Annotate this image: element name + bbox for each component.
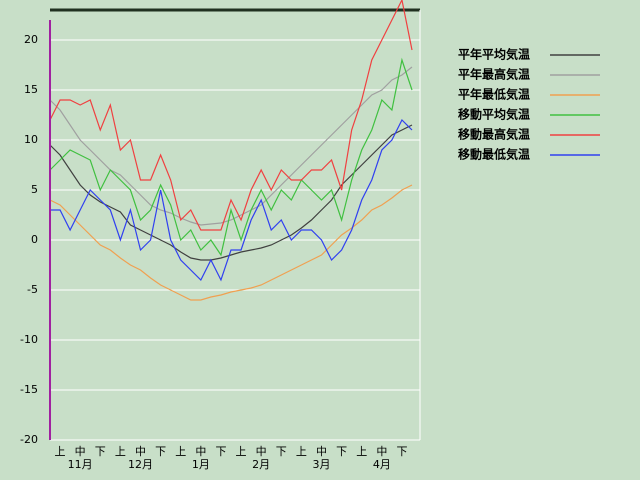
x-tick-label: 下 — [155, 445, 166, 458]
x-tick-label: 下 — [336, 445, 347, 458]
legend-label: 移動最低気温 — [458, 147, 530, 162]
y-tick-label: -10 — [20, 333, 38, 346]
series-line — [49, 57, 413, 257]
x-tick-label: 上 — [175, 445, 186, 458]
month-label: 3月 — [313, 458, 331, 471]
legend-label: 平年最高気温 — [458, 67, 530, 82]
series-line — [49, 0, 413, 231]
x-tick-label: 中 — [195, 445, 206, 458]
x-tick-label: 中 — [376, 445, 387, 458]
x-tick-label: 上 — [356, 445, 367, 458]
month-label: 12月 — [128, 458, 153, 471]
x-tick-label: 下 — [276, 445, 287, 458]
y-tick-label: 15 — [24, 83, 38, 96]
legend-label: 移動平均気温 — [458, 107, 530, 122]
series-line — [49, 184, 413, 301]
x-tick-label: 下 — [215, 445, 226, 458]
legend-label: 平年最低気温 — [458, 87, 530, 102]
y-tick-label: -20 — [20, 433, 38, 446]
x-tick-label: 上 — [55, 445, 66, 458]
x-tick-label: 上 — [236, 445, 247, 458]
x-tick-label: 上 — [115, 445, 126, 458]
legend-label: 平年平均気温 — [458, 47, 530, 62]
y-tick-label: 5 — [31, 183, 38, 196]
y-tick-label: -15 — [20, 383, 38, 396]
x-tick-label: 上 — [296, 445, 307, 458]
y-tick-label: -5 — [27, 283, 38, 296]
month-label: 2月 — [252, 458, 270, 471]
series-line — [50, 118, 413, 282]
x-tick-label: 中 — [316, 445, 327, 458]
y-tick-label: 10 — [24, 133, 38, 146]
y-tick-label: 20 — [24, 33, 38, 46]
month-label: 4月 — [373, 458, 391, 471]
x-tick-label: 中 — [135, 445, 146, 458]
x-tick-label: 中 — [256, 445, 267, 458]
series-line — [49, 124, 413, 261]
x-tick-label: 下 — [95, 445, 106, 458]
month-label: 1月 — [192, 458, 210, 471]
x-tick-label: 中 — [75, 445, 86, 458]
x-tick-label: 下 — [396, 445, 407, 458]
month-label: 11月 — [68, 458, 93, 471]
y-tick-label: 0 — [31, 233, 38, 246]
legend-label: 移動最高気温 — [458, 127, 530, 142]
